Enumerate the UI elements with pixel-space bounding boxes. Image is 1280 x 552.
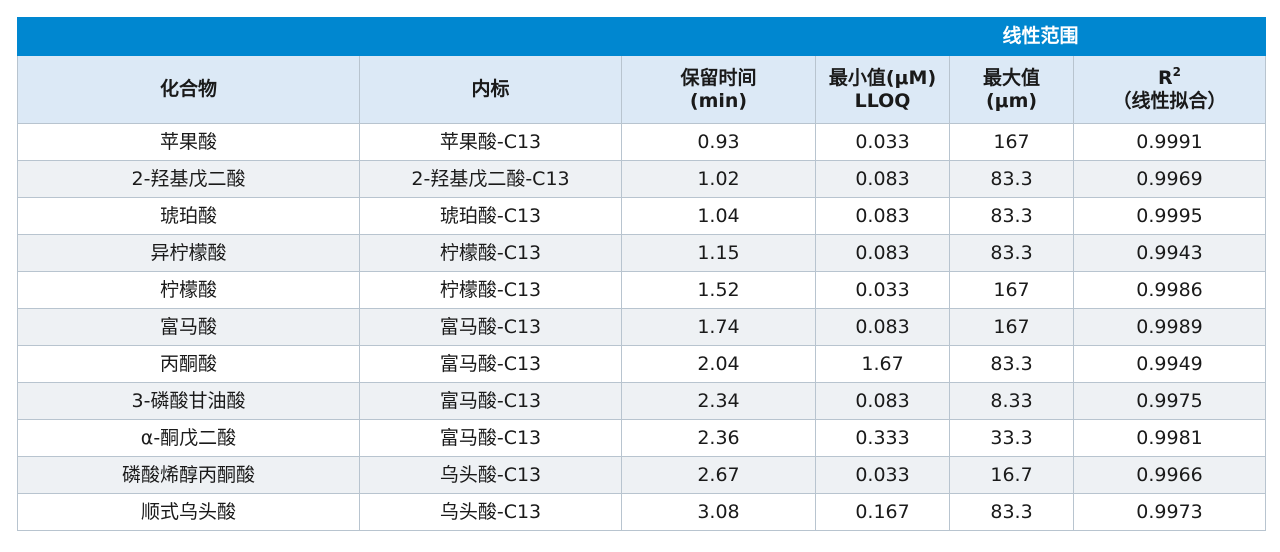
table-row: 3-磷酸甘油酸 富马酸-C13 2.34 0.083 8.33 0.9975	[17, 382, 1267, 420]
max-value-cell: 16.7	[949, 456, 1075, 494]
r-squared-cell: 0.9989	[1073, 308, 1267, 346]
table-row: 富马酸 富马酸-C13 1.74 0.083 167 0.9989	[17, 308, 1267, 346]
min-value-cell: 0.083	[815, 197, 951, 235]
retention-time-cell: 2.34	[620, 382, 817, 420]
retention-time-cell: 2.36	[620, 419, 817, 457]
linearity-table: 线性范围 化合物 内标 保留时间 (min) 最小值(μM) LLOQ 最大值 …	[16, 17, 1267, 531]
r-squared-cell: 0.9973	[1073, 493, 1267, 531]
retention-time-unit: (min)	[689, 89, 748, 112]
max-value-cell: 167	[949, 271, 1075, 309]
retention-time-cell: 2.67	[620, 456, 817, 494]
internal-standard-cell: 富马酸-C13	[359, 419, 622, 457]
table-row: 2-羟基戊二酸 2-羟基戊二酸-C13 1.02 0.083 83.3 0.9969	[17, 160, 1267, 198]
internal-standard-cell: 富马酸-C13	[359, 382, 622, 420]
r-squared-cell: 0.9966	[1073, 456, 1267, 494]
r-squared-symbol: R2	[1074, 64, 1265, 90]
table-row: 顺式乌头酸 乌头酸-C13 3.08 0.167 83.3 0.9973	[17, 493, 1267, 531]
max-value-cell: 33.3	[949, 419, 1075, 457]
max-value-cell: 83.3	[949, 197, 1075, 235]
r-squared-cell: 0.9986	[1073, 271, 1267, 309]
internal-standard-cell: 苹果酸-C13	[359, 123, 622, 161]
header-band-row: 线性范围	[16, 17, 1267, 56]
linear-range-header: 线性范围	[815, 17, 1267, 56]
retention-time-cell: 1.52	[620, 271, 817, 309]
compound-cell: 2-羟基戊二酸	[17, 160, 360, 198]
r-squared-cell: 0.9975	[1073, 382, 1267, 420]
retention-time-cell: 3.08	[620, 493, 817, 531]
min-value-cell: 0.033	[815, 456, 951, 494]
header-band-blank	[16, 17, 817, 56]
retention-time-cell: 1.02	[620, 160, 817, 198]
min-value-cell: 0.083	[815, 308, 951, 346]
retention-time-cell: 0.93	[620, 123, 817, 161]
internal-standard-cell: 柠檬酸-C13	[359, 271, 622, 309]
compound-cell: 琥珀酸	[17, 197, 360, 235]
column-header-row: 化合物 内标 保留时间 (min) 最小值(μM) LLOQ 最大值 (μm) …	[17, 55, 1267, 124]
compound-cell: 3-磷酸甘油酸	[17, 382, 360, 420]
internal-standard-cell: 富马酸-C13	[359, 308, 622, 346]
table-row: 磷酸烯醇丙酮酸 乌头酸-C13 2.67 0.033 16.7 0.9966	[17, 456, 1267, 494]
col-header-compound: 化合物	[17, 55, 360, 124]
compound-cell: 丙酮酸	[17, 345, 360, 383]
r-squared-cell: 0.9981	[1073, 419, 1267, 457]
r-squared-cell: 0.9995	[1073, 197, 1267, 235]
lloq-label: LLOQ	[854, 89, 911, 112]
table-row: 琥珀酸 琥珀酸-C13 1.04 0.083 83.3 0.9995	[17, 197, 1267, 235]
min-value-cell: 0.167	[815, 493, 951, 531]
max-value-cell: 83.3	[949, 160, 1075, 198]
retention-time-label: 保留时间	[680, 66, 757, 89]
table-body: 苹果酸 苹果酸-C13 0.93 0.033 167 0.9991 2-羟基戊二酸 2-羟基戊…	[17, 123, 1267, 531]
retention-time-cell: 1.04	[620, 197, 817, 235]
retention-time-cell: 1.74	[620, 308, 817, 346]
internal-standard-cell: 2-羟基戊二酸-C13	[359, 160, 622, 198]
min-value-cell: 1.67	[815, 345, 951, 383]
compound-cell: 富马酸	[17, 308, 360, 346]
max-value-cell: 83.3	[949, 234, 1075, 272]
max-value-cell: 83.3	[949, 493, 1075, 531]
table-row: 苹果酸 苹果酸-C13 0.93 0.033 167 0.9991	[17, 123, 1267, 161]
table-row: 丙酮酸 富马酸-C13 2.04 1.67 83.3 0.9949	[17, 345, 1267, 383]
internal-standard-cell: 乌头酸-C13	[359, 456, 622, 494]
internal-standard-cell: 柠檬酸-C13	[359, 234, 622, 272]
compound-cell: 苹果酸	[17, 123, 360, 161]
compound-cell: 顺式乌头酸	[17, 493, 360, 531]
compound-cell: 柠檬酸	[17, 271, 360, 309]
max-value-cell: 167	[949, 308, 1075, 346]
r-squared-label: （线性拟合）	[1112, 89, 1227, 112]
min-value-cell: 0.033	[815, 123, 951, 161]
max-value-cell: 8.33	[949, 382, 1075, 420]
col-header-retention-time: 保留时间 (min)	[620, 55, 817, 124]
min-value-cell: 0.083	[815, 382, 951, 420]
r-letter: R	[1158, 66, 1173, 89]
min-value-cell: 0.033	[815, 271, 951, 309]
retention-time-cell: 1.15	[620, 234, 817, 272]
internal-standard-cell: 乌头酸-C13	[359, 493, 622, 531]
table-row: α-酮戊二酸 富马酸-C13 2.36 0.333 33.3 0.9981	[17, 419, 1267, 457]
max-value-unit: (μm)	[985, 89, 1038, 112]
col-header-max-value: 最大值 (μm)	[949, 55, 1075, 124]
min-value-cell: 0.333	[815, 419, 951, 457]
r-squared-cell: 0.9991	[1073, 123, 1267, 161]
table-row: 柠檬酸 柠檬酸-C13 1.52 0.033 167 0.9986	[17, 271, 1267, 309]
r-squared-cell: 0.9943	[1073, 234, 1267, 272]
min-value-cell: 0.083	[815, 234, 951, 272]
min-value-label: 最小值(μM)	[828, 66, 937, 89]
internal-standard-cell: 琥珀酸-C13	[359, 197, 622, 235]
max-value-cell: 167	[949, 123, 1075, 161]
col-header-internal-standard: 内标	[359, 55, 622, 124]
r-squared-cell: 0.9969	[1073, 160, 1267, 198]
internal-standard-cell: 富马酸-C13	[359, 345, 622, 383]
min-value-cell: 0.083	[815, 160, 951, 198]
col-header-r-squared: R2 （线性拟合）	[1073, 55, 1267, 124]
retention-time-cell: 2.04	[620, 345, 817, 383]
r-squared-cell: 0.9949	[1073, 345, 1267, 383]
max-value-cell: 83.3	[949, 345, 1075, 383]
r-superscript: 2	[1172, 64, 1182, 79]
max-value-label: 最大值	[983, 66, 1041, 89]
compound-cell: 磷酸烯醇丙酮酸	[17, 456, 360, 494]
compound-cell: 异柠檬酸	[17, 234, 360, 272]
table-row: 异柠檬酸 柠檬酸-C13 1.15 0.083 83.3 0.9943	[17, 234, 1267, 272]
compound-cell: α-酮戊二酸	[17, 419, 360, 457]
col-header-min-value: 最小值(μM) LLOQ	[815, 55, 951, 124]
